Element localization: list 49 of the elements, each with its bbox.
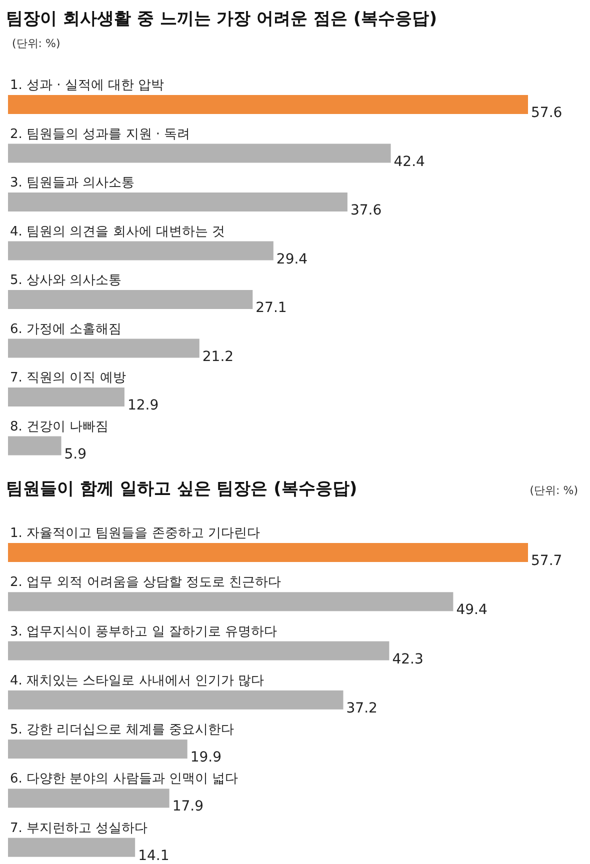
bar <box>8 543 528 562</box>
y-tick-label: 4. 팀원의 의견을 회사에 대변하는 것 <box>10 224 226 240</box>
bar <box>8 290 253 309</box>
y-tick-label: 7. 직원의 이직 예방 <box>10 370 126 386</box>
data-label: 29.4 <box>276 251 308 268</box>
data-label: 42.3 <box>392 651 424 668</box>
bar <box>8 144 391 163</box>
y-tick-label: 5. 강한 리더십으로 체계를 중요시한다 <box>10 722 234 738</box>
text: (단위: %) <box>530 484 578 497</box>
data-label: 57.6 <box>531 105 562 121</box>
bar <box>8 436 62 456</box>
data-label: 19.9 <box>190 750 222 766</box>
y-tick-label: 3. 팀원들과 의사소통 <box>10 176 135 190</box>
bar <box>8 838 136 857</box>
y-tick-label: 2. 업무 외적 어려움을 상담할 정도로 친근하다 <box>10 575 282 590</box>
y-tick-label: 4. 재치있는 스타일로 사내에서 인기가 많다 <box>10 673 264 688</box>
y-tick-label: 7. 부지런하고 성실하다 <box>10 820 148 836</box>
data-label: 12.9 <box>127 398 159 414</box>
bar <box>8 192 348 212</box>
data-label: 42.4 <box>394 154 426 170</box>
data-label: 49.4 <box>456 602 488 618</box>
chart-title: 팀장이 회사생활 중 느끼는 가장 어려운 점은 (복수응답) <box>6 9 437 29</box>
data-label: 5.9 <box>64 446 87 462</box>
bar <box>8 690 344 710</box>
y-tick-label: 1. 성과 · 실적에 대한 압박 <box>10 78 164 93</box>
bar <box>8 338 200 358</box>
bar <box>8 788 170 808</box>
bar <box>8 641 390 660</box>
data-label: 21.2 <box>202 348 234 365</box>
chart-title: 팀원들이 함께 일하고 싶은 팀장은 (복수응답) <box>6 479 358 499</box>
y-tick-label: 2. 팀원들의 성과를 지원 · 독려 <box>10 126 190 142</box>
y-tick-label: 1. 자율적이고 팀원들을 존중하고 기다린다 <box>10 526 260 541</box>
y-tick-label: 6. 가정에 소홀해짐 <box>10 322 122 337</box>
y-tick-label: 8. 건강이 나빠짐 <box>10 419 109 434</box>
data-label: 17.9 <box>172 798 204 815</box>
data-label: 37.2 <box>346 700 378 716</box>
text: (단위: %) <box>12 37 60 50</box>
data-label: 27.1 <box>256 300 287 316</box>
bar <box>8 740 188 759</box>
y-tick-label: 6. 다양한 분야의 사람들과 인맥이 넓다 <box>10 772 238 787</box>
y-tick-label: 5. 상사와 의사소통 <box>10 273 122 288</box>
data-label: 57.7 <box>531 553 562 569</box>
y-tick-label: 3. 업무지식이 풍부하고 일 잘하기로 유명하다 <box>10 624 278 640</box>
bar <box>8 592 454 612</box>
bar <box>8 95 528 114</box>
bar <box>8 241 274 260</box>
bar <box>8 388 124 406</box>
data-label: 37.6 <box>350 202 382 218</box>
data-label: 14.1 <box>138 848 170 864</box>
